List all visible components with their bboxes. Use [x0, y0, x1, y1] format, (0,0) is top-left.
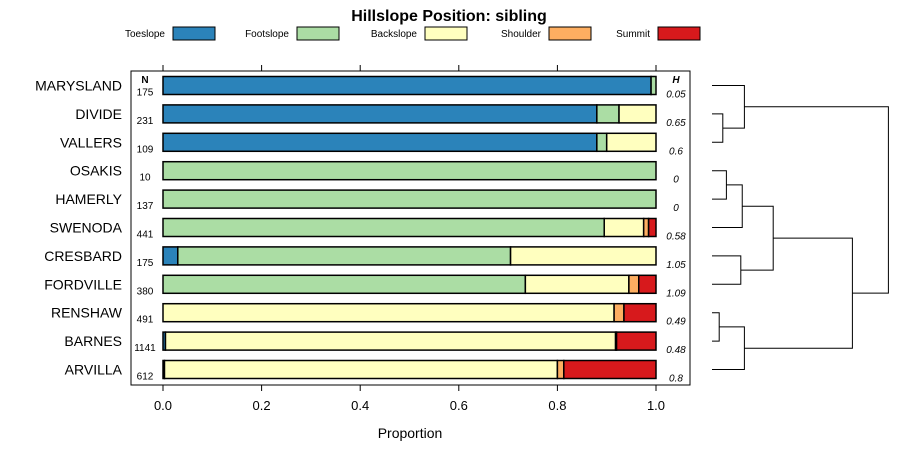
row-label-swenoda: SWENODA: [50, 220, 123, 236]
bar-segment-footslope: [162, 160, 657, 181]
n-value: 10: [139, 173, 151, 184]
dendrogram-link: [712, 170, 727, 200]
x-tick-label: 0.6: [450, 398, 468, 413]
x-tick-label: 0.8: [548, 398, 566, 413]
x-tick-label: 1.0: [647, 398, 665, 413]
bar-segment-footslope: [177, 246, 512, 266]
row-label-osakis: OSAKIS: [70, 163, 122, 179]
row-label-cresbard: CRESBARD: [44, 248, 122, 264]
row-label-vallers: VALLERS: [60, 134, 122, 150]
bar-segment-toeslope: [162, 246, 179, 266]
h-value: 1.05: [666, 260, 686, 271]
n-value: 441: [137, 230, 154, 241]
h-value: 0: [673, 175, 679, 186]
row-label-fordville: FORDVILLE: [44, 276, 122, 292]
bar-segment-footslope: [162, 217, 605, 238]
dendrogram-link: [712, 326, 745, 370]
h-value: 0.6: [669, 146, 683, 157]
bar-segment-shoulder: [628, 274, 640, 295]
h-value: 0: [673, 203, 679, 214]
dendrogram-link: [712, 113, 724, 143]
bar-segment-footslope: [650, 75, 657, 96]
bar-segment-footslope: [162, 189, 657, 209]
bar-segment-backslope: [524, 274, 630, 295]
legend-swatch-summit: [657, 26, 701, 41]
n-value: 231: [137, 116, 154, 127]
bar-segment-toeslope: [162, 104, 598, 124]
row-label-marysland: MARYSLAND: [35, 78, 122, 94]
n-value: 175: [137, 88, 154, 99]
legend-label-summit: Summit: [616, 29, 650, 40]
bar-segment-summit: [563, 359, 657, 380]
bar-segment-backslope: [509, 246, 657, 266]
n-value: 1141: [134, 343, 156, 354]
legend-swatch-footslope: [296, 26, 340, 41]
x-tick-label: 0.2: [253, 398, 271, 413]
x-tick-label: 0.0: [154, 398, 172, 413]
h-value: 0.49: [666, 317, 686, 328]
bar-segment-backslope: [618, 104, 657, 124]
dendrogram: [712, 85, 889, 370]
bar-segment-footslope: [596, 132, 608, 153]
row-label-hamerly: HAMERLY: [55, 191, 122, 207]
bar-segment-footslope: [596, 104, 620, 124]
h-value: 1.09: [666, 288, 686, 299]
bar-segment-backslope: [603, 217, 645, 238]
bar-segment-backslope: [164, 331, 617, 351]
dendrogram-link: [744, 237, 853, 349]
h-value: 0.48: [666, 345, 686, 356]
chart-title: Hillslope Position: sibling: [351, 8, 547, 25]
legend: Toeslope Footslope Backslope Shoulder Summit: [125, 26, 701, 41]
n-value: 612: [137, 372, 154, 383]
n-column-header: N: [141, 75, 148, 86]
bar-segment-shoulder: [556, 359, 565, 380]
dendrogram-link: [744, 106, 889, 294]
row-label-barnes: BARNES: [64, 333, 122, 349]
x-axis: 0.0 0.2 0.4 0.6 0.8 1.0: [154, 65, 665, 413]
plot-frame: [130, 70, 691, 386]
row-label-arvilla: ARVILLA: [65, 362, 123, 378]
n-value: 175: [137, 258, 154, 269]
n-value: 380: [137, 286, 154, 297]
h-value: 0.65: [666, 118, 686, 129]
dendrogram-link: [712, 312, 720, 342]
row-label-divide: DIVIDE: [75, 106, 122, 122]
bar-segment-toeslope: [162, 132, 598, 153]
bar-segment-summit: [615, 331, 657, 351]
row-label-renshaw: RENSHAW: [51, 305, 123, 321]
x-tick-label: 0.4: [351, 398, 369, 413]
bar-segment-backslope: [162, 302, 615, 323]
h-column-header: H: [672, 75, 680, 86]
x-axis-label: Proportion: [378, 425, 443, 441]
legend-swatch-toeslope: [172, 26, 216, 41]
h-value: 0.05: [666, 90, 686, 101]
h-value: 0.8: [669, 374, 683, 385]
bar-segment-backslope: [163, 359, 559, 380]
bar-segment-backslope: [605, 132, 657, 153]
legend-label-toeslope: Toeslope: [125, 29, 165, 40]
bar-segment-summit: [637, 274, 657, 295]
bar-rows: MARYSLAND 175 0.05 DIVIDE 231 0.65 VALLERS 109 0…: [35, 75, 686, 385]
dendrogram-link: [712, 255, 742, 285]
bar-segment-toeslope: [162, 75, 652, 96]
n-value: 491: [137, 315, 154, 326]
legend-label-shoulder: Shoulder: [501, 29, 542, 40]
n-value: 137: [137, 201, 154, 212]
dendrogram-link: [712, 85, 745, 129]
legend-swatch-shoulder: [548, 26, 592, 41]
dendrogram-link: [740, 205, 774, 271]
bar-segment-summit: [623, 302, 657, 323]
bar-segment-summit: [647, 217, 657, 238]
dendrogram-link: [712, 184, 743, 228]
bar-segment-footslope: [162, 274, 527, 295]
legend-label-backslope: Backslope: [371, 29, 418, 40]
legend-swatch-backslope: [424, 26, 468, 41]
n-value: 109: [137, 144, 154, 155]
h-value: 0.58: [666, 232, 686, 243]
bar-segment-shoulder: [613, 302, 625, 323]
legend-label-footslope: Footslope: [245, 29, 289, 40]
